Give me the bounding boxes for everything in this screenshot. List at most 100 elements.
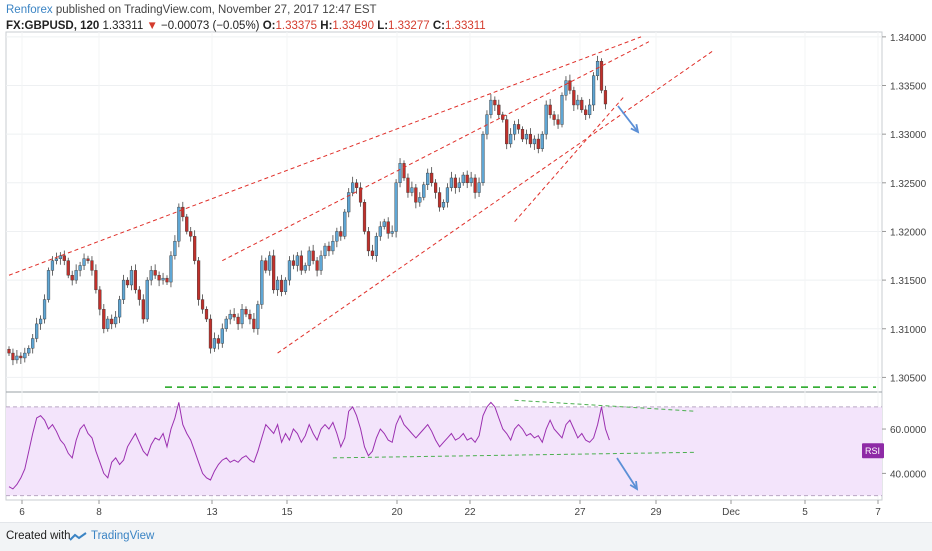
time-tick-label: 13 [206, 507, 218, 518]
candle-body [114, 316, 118, 325]
candle-body [509, 133, 513, 145]
candle-body [307, 250, 311, 266]
candle-body [358, 187, 363, 203]
candle-body [311, 250, 315, 261]
candle-body [70, 275, 74, 281]
candle-body [552, 114, 556, 120]
low-value: 1.33277 [388, 20, 430, 32]
candle-body [434, 182, 438, 193]
candle-body [366, 231, 371, 252]
candle-body [564, 80, 568, 96]
candle-body [204, 309, 209, 320]
candle-body [23, 352, 27, 359]
candle-body [279, 279, 284, 292]
publish-info: published on TradingView.com, November 2… [55, 4, 377, 16]
candle-body [291, 260, 295, 266]
time-tick-label: 20 [391, 507, 403, 518]
candle-body [189, 231, 193, 237]
rsi-line [8, 401, 610, 490]
candle-body [323, 245, 327, 256]
candle-body [453, 177, 457, 188]
candle-body [220, 328, 224, 344]
candle-body [129, 270, 134, 286]
candle-body [544, 104, 548, 135]
candle-body [102, 309, 106, 329]
candle-body [90, 260, 94, 271]
candle-body [516, 124, 521, 130]
symbol-label[interactable]: FX:GBPUSD, 120 [6, 20, 100, 32]
candle-body [27, 348, 31, 354]
tradingview-link[interactable]: TradingView [91, 530, 155, 542]
candle-body [445, 187, 450, 203]
candle-body [248, 313, 252, 320]
candle-body [548, 104, 552, 115]
candle-body [260, 260, 264, 305]
candle-body [39, 318, 43, 325]
candle-body [46, 270, 51, 300]
candle-body [169, 255, 173, 283]
time-tick-label: 5 [802, 507, 808, 518]
rsi-line-group [8, 399, 697, 490]
candle-body [524, 133, 529, 140]
candle-body [599, 60, 604, 91]
price-change: −0.00073 (−0.05%) [161, 20, 260, 32]
footer-bar: Created with TradingView [0, 522, 932, 551]
candle-body [347, 192, 351, 213]
candle-body [505, 119, 509, 145]
candle-body [244, 309, 248, 315]
price-grid [5, 31, 883, 501]
candle-body [528, 133, 532, 145]
time-tick-label: 27 [574, 507, 586, 518]
candle-body [536, 138, 540, 149]
candle-body [110, 318, 114, 325]
candle-body [283, 279, 288, 292]
candle-body [402, 163, 406, 179]
candle-body [520, 129, 525, 140]
rsi-trendline [332, 451, 697, 459]
candle-body [149, 270, 153, 281]
rsi-down-arrow-icon-head [629, 480, 639, 491]
candle-body [532, 138, 536, 145]
candle-body [580, 99, 584, 111]
created-with-label: Created with [6, 530, 71, 542]
candle-body [394, 182, 398, 232]
publisher-name[interactable]: Renforex [6, 4, 53, 16]
candle-body [145, 279, 149, 320]
price-down-arrow-icon-head [630, 123, 640, 134]
price-tick-label: 1.34000 [890, 33, 927, 44]
candle-body [457, 182, 461, 188]
candle-body [426, 172, 430, 185]
candle-body [236, 316, 240, 325]
rsi-down-arrow-icon [616, 457, 638, 490]
candle-body [268, 255, 272, 271]
rsi-tick-label: 60.0000 [890, 425, 927, 436]
ohlc-legend: FX:GBPUSD, 120 1.33311 ▼ −0.00073 (−0.05… [6, 19, 486, 34]
candle-body [406, 177, 410, 193]
candle-body [588, 104, 592, 115]
rsi-tick-label: 40.0000 [890, 469, 927, 480]
candle-body [125, 279, 130, 286]
time-tick-label: 8 [96, 507, 102, 518]
candle-body [465, 174, 469, 184]
candle-body [603, 90, 608, 105]
candle-body [200, 299, 205, 310]
price-trendline [8, 36, 642, 276]
candle-body [31, 338, 35, 349]
candle-body [560, 95, 564, 125]
candle-body [98, 289, 102, 310]
publisher-line: Renforex published on TradingView.com, N… [6, 3, 377, 18]
price-tick-label: 1.31500 [890, 276, 927, 287]
candle-body [386, 221, 390, 234]
open-value: 1.33375 [275, 20, 318, 32]
candle-body [473, 177, 477, 193]
candle-body [390, 231, 394, 234]
candle-body [35, 323, 39, 339]
price-trendline [514, 94, 626, 223]
time-axis: 6 8 13 15 20 22 27 29 Dec 5 7 [6, 499, 882, 518]
rsi-badge [862, 443, 884, 459]
candle-body [252, 318, 256, 329]
candle-body [331, 240, 335, 252]
candle-body [232, 313, 236, 318]
time-tick-label: 15 [281, 507, 293, 518]
price-trendlines [8, 36, 876, 388]
